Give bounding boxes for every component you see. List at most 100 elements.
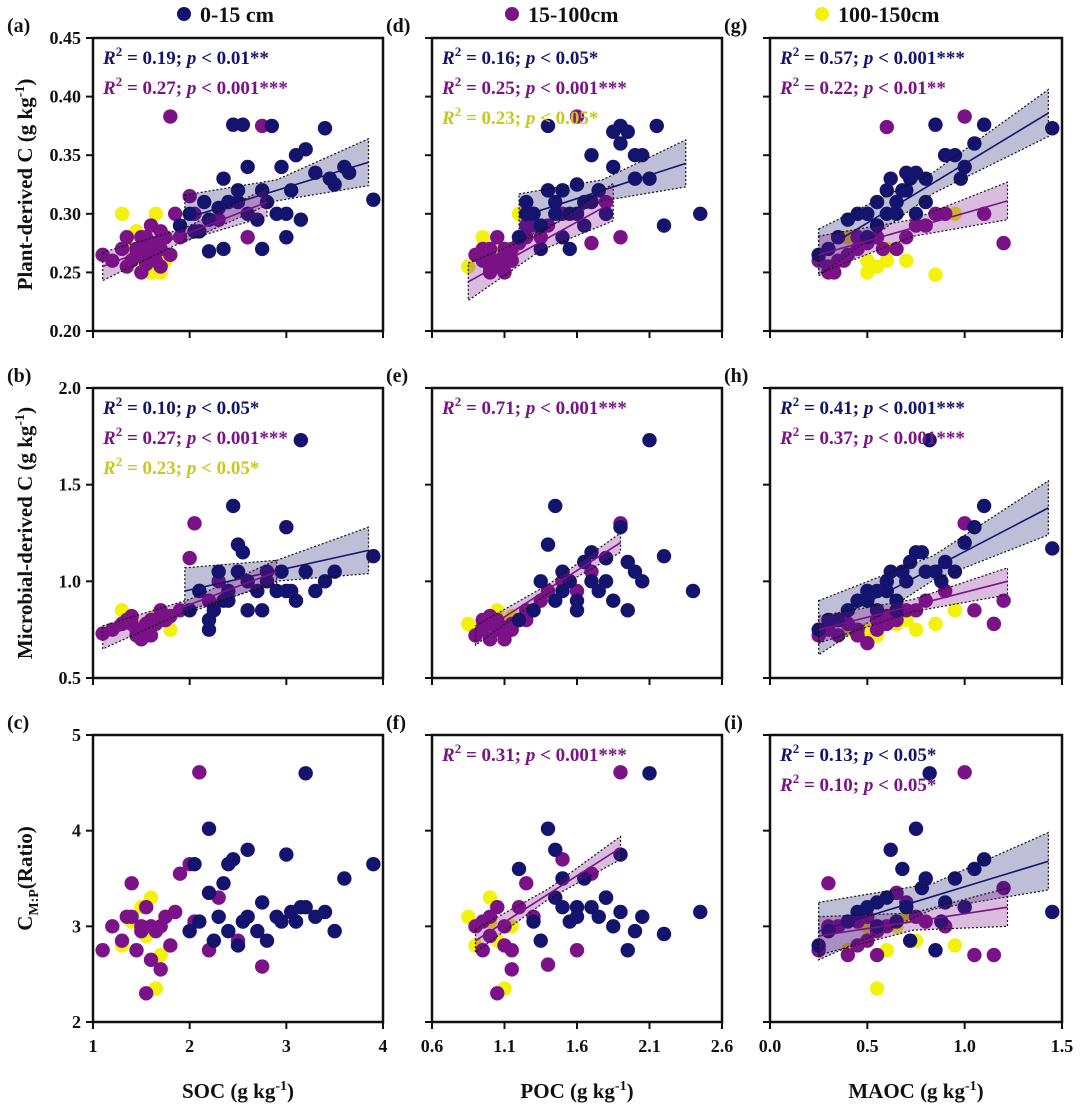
point-15-100cm [475, 914, 490, 929]
point-15-100cm [497, 632, 512, 647]
panel-b: (b) 0.5 1.0 1.5 2.0 R2 = 0.10; p < 0.05* R2 = … [7, 365, 385, 688]
regression-line-15-100cm [475, 541, 621, 637]
point-0-15-cm [308, 165, 323, 180]
point-0-15-cm [606, 593, 621, 608]
point-0-15-cm [540, 183, 556, 198]
plot-frame [91, 386, 385, 680]
point-0-15-cm [221, 923, 236, 939]
plot-area [95, 765, 381, 1001]
panel-i: (i) 0.0 0.5 1.0 1.5 R2 = 0.13; p < 0.05* R2 = … [724, 712, 1073, 1056]
point-100-150cm [879, 253, 894, 268]
point-0-15-cm [598, 574, 614, 589]
point-0-15-cm [533, 241, 548, 257]
point-0-15-cm [922, 766, 937, 781]
point-0-15-cm [693, 904, 708, 920]
stat-annotation: R2 = 0.25; p < 0.001*** [441, 74, 627, 99]
point-15-100cm [584, 235, 599, 251]
point-0-15-cm [627, 171, 643, 186]
point-0-15-cm [642, 171, 657, 186]
point-15-100cm [928, 206, 943, 221]
y-axis-title: Microbial-derived C (g kg-1) [13, 407, 37, 659]
point-15-100cm [996, 880, 1011, 896]
panels: (a) 0.20 0.25 0.30 0.35 0.40 0.45 R2 = 0.19; p … [7, 15, 1073, 1056]
y-tick-label: 0.40 [50, 87, 82, 107]
point-0-15-cm [883, 171, 898, 186]
point-0-15-cm [235, 117, 251, 132]
point-15-100cm [482, 253, 498, 268]
panel-label: (d) [386, 15, 410, 37]
point-0-15-cm [288, 914, 304, 929]
point-15-100cm [504, 962, 519, 977]
point-15-100cm [187, 516, 202, 531]
stat-annotation: R2 = 0.22; p < 0.01** [779, 74, 946, 99]
point-15-100cm [836, 253, 852, 268]
point-0-15-cm [922, 433, 937, 448]
point-0-15-cm [693, 206, 708, 221]
x-axis-title: SOC (g kg-1) [182, 1079, 294, 1103]
x-tick-label: 1.1 [493, 1036, 516, 1056]
point-0-15-cm [250, 212, 265, 227]
legend-label-15-100cm: 15-100cm [528, 2, 618, 27]
plot-area [95, 109, 381, 282]
point-0-15-cm [613, 520, 628, 535]
point-15-100cm [957, 109, 972, 124]
point-0-15-cm [533, 574, 548, 589]
point-0-15-cm [947, 564, 963, 579]
point-15-100cm [967, 603, 982, 618]
panel-d: (d) R2 = 0.16; p < 0.05* R2 = 0.25; p < 0.… [386, 15, 724, 338]
point-0-15-cm [221, 856, 236, 872]
point-15-100cm [879, 119, 894, 135]
point-0-15-cm [928, 943, 943, 958]
regression-line-15-100cm [818, 580, 1008, 631]
point-100-150cm [148, 206, 164, 221]
point-0-15-cm [288, 593, 304, 608]
point-0-15-cm [254, 895, 270, 910]
point-0-15-cm [642, 766, 657, 781]
point-0-15-cm [869, 218, 885, 233]
point-0-15-cm [511, 612, 527, 628]
legend-marker-0-15cm [177, 7, 191, 21]
point-0-15-cm [187, 224, 202, 239]
point-0-15-cm [584, 148, 599, 163]
plot-area [95, 433, 381, 650]
regression-line-15-100cm [818, 200, 1008, 256]
point-0-15-cm [584, 574, 599, 589]
point-0-15-cm [598, 890, 614, 905]
point-0-15-cm [298, 900, 313, 915]
x-tick-label: 1.5 [1051, 1036, 1074, 1056]
point-0-15-cm [569, 603, 585, 618]
point-0-15-cm [569, 206, 585, 221]
plot-area [461, 765, 708, 1001]
point-0-15-cm [279, 583, 294, 599]
y-tick-label: 0.35 [50, 145, 82, 165]
point-15-100cm [889, 241, 904, 257]
point-0-15-cm [908, 206, 924, 221]
point-0-15-cm [230, 938, 246, 953]
point-0-15-cm [206, 933, 222, 948]
y-axis-title: Plant-derived C (g kg-1) [13, 79, 37, 291]
point-0-15-cm [627, 923, 643, 939]
point-0-15-cm [308, 583, 323, 599]
legend-item-0-15cm: 0-15 cm [177, 2, 274, 27]
point-15-100cm [95, 943, 110, 958]
point-0-15-cm [235, 545, 251, 560]
x-tick-label: 3 [282, 1036, 291, 1056]
stat-annotation: R2 = 0.19; p < 0.01** [102, 44, 269, 69]
point-0-15-cm [627, 148, 643, 163]
point-15-100cm [119, 230, 135, 245]
plot-frame [768, 386, 1064, 680]
point-0-15-cm [279, 230, 294, 245]
point-0-15-cm [562, 241, 577, 257]
y-tick-label: 0.5 [59, 668, 82, 688]
point-0-15-cm [298, 766, 313, 781]
stat-annotation: R2 = 0.27; p < 0.001*** [102, 74, 288, 99]
point-0-15-cm [606, 159, 621, 175]
point-15-100cm [490, 230, 505, 245]
point-0-15-cm [548, 498, 563, 514]
regression-line-15-100cm [102, 201, 268, 268]
point-15-100cm [153, 919, 168, 934]
y-tick-label: 3 [72, 916, 81, 936]
point-15-100cm [821, 876, 836, 891]
y-tick-label: 0.30 [50, 204, 82, 224]
point-0-15-cm [879, 183, 894, 198]
